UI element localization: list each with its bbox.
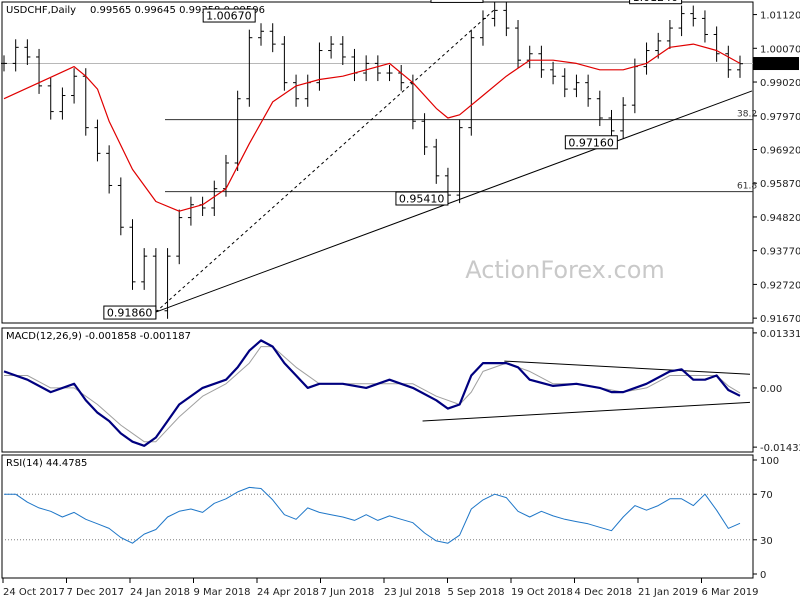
macd-series [3, 339, 741, 447]
fibonacci-levels: 38.2 61.8 [2, 63, 757, 193]
price-axis-tick-label: 0.97970 [760, 112, 800, 123]
price-axis-tick-label: 1.01120 [760, 11, 800, 22]
price-annotation-box [202, 8, 256, 23]
price-axis-tick-label: 0.99020 [760, 78, 800, 89]
price-annotation-box [564, 135, 618, 150]
support-trend-line [155, 90, 753, 313]
date-axis-label: 7 Jun 2018 [321, 587, 375, 598]
price-annotation-label: 1.01240 [633, 0, 679, 4]
rsi-line [4, 486, 741, 544]
date-axis-label: 19 Oct 2018 [511, 587, 573, 598]
price-panel: USDCHF,Daily 0.99565 0.99645 0.99358 0.9… [1, 0, 800, 325]
macd-panel: MACD(12,26,9) -0.001858 -0.001187 0.0133… [1, 327, 800, 454]
rsi-axis-tick-label: 70 [760, 490, 773, 501]
macd-line [3, 339, 741, 447]
fib-level-label: 38.2 [737, 110, 757, 120]
macd-axis-ticks: 0.013319 0.00 -0.014323 [753, 329, 800, 454]
dashed-trend-line [155, 9, 495, 313]
current-price-marker: 0.99596 [753, 57, 799, 71]
price-annotation-label: 0.91860 [107, 307, 153, 320]
watermark: ActionForex.com [465, 256, 665, 284]
rsi-series [4, 486, 741, 544]
macd-panel-frame [1, 327, 754, 453]
price-axis-tick-label: 0.93770 [760, 247, 800, 258]
price-axis-tick-label: 0.91670 [760, 314, 800, 325]
rsi-axis-tick-label: 0 [760, 570, 766, 581]
price-annotation-box [395, 191, 449, 206]
price-axis-tick-label: 0.94820 [760, 213, 800, 224]
price-annotation-label: 0.97160 [568, 136, 614, 149]
macd-axis-tick-label: 0.013319 [760, 329, 800, 340]
date-axis-label: 23 Jul 2018 [384, 587, 441, 598]
rsi-axis-ticks: 100 70 30 0 [2, 456, 779, 581]
price-annotation-box [629, 0, 683, 5]
price-annotation-label: 1.01280 [434, 0, 480, 3]
date-axis: 24 Oct 2017 7 Dec 2017 24 Jan 2018 9 Mar 20… [2, 578, 759, 598]
price-axis-tick-label: 0.95870 [760, 179, 800, 190]
macd-trend-line [422, 401, 751, 422]
date-axis-label: 5 Sep 2018 [448, 587, 505, 598]
macd-trend-line [504, 360, 751, 375]
macd-trend-lines [422, 360, 751, 422]
price-axis-tick-label: 0.92720 [760, 280, 800, 291]
current-price-label: 0.99596 [758, 60, 799, 71]
instrument-title: USDCHF,Daily [6, 5, 76, 16]
date-axis-label: 24 Oct 2017 [3, 587, 65, 598]
price-annotation-label: 0.95410 [399, 192, 445, 205]
price-axis-tick-label: 0.96920 [760, 145, 800, 156]
ohlc-header: 0.99565 0.99645 0.99358 0.99596 [90, 5, 265, 16]
price-axis-ticks: 1.01120 1.00070 0.99020 0.97970 0.96920 0.958… [753, 11, 800, 325]
date-axis-label: 9 Mar 2018 [194, 587, 251, 598]
date-axis-label: 21 Jan 2019 [638, 587, 698, 598]
macd-axis-tick-label: 0.00 [760, 384, 782, 395]
date-axis-label: 24 Jan 2018 [130, 587, 190, 598]
date-axis-label: 24 Apr 2018 [257, 587, 319, 598]
date-axis-label: 4 Dec 2018 [575, 587, 633, 598]
rsi-panel-frame [1, 454, 754, 579]
price-annotation-box [430, 0, 484, 3]
price-annotation-label: 1.00670 [206, 10, 252, 23]
macd-title: MACD(12,26,9) -0.001858 -0.001187 [6, 331, 191, 342]
price-annotation-box [103, 305, 157, 320]
macd-axis-tick-label: -0.014323 [760, 443, 800, 454]
date-axis-label: 6 Mar 2019 [702, 587, 759, 598]
price-trend-lines [155, 9, 753, 313]
current-price-box [753, 57, 799, 71]
date-axis-label: 7 Dec 2017 [67, 587, 125, 598]
rsi-panel: RSI(14) 44.4785 100 70 30 0 [1, 454, 779, 581]
moving-average-line [3, 43, 741, 212]
rsi-axis-tick-label: 30 [760, 536, 773, 547]
rsi-title: RSI(14) 44.4785 [6, 458, 87, 469]
rsi-axis-tick-label: 100 [760, 456, 779, 467]
fib-level-label: 61.8 [737, 182, 757, 192]
price-annotations: 1.00670 1.01280 1.01240 0.97160 0.95410 0.918… [103, 0, 683, 320]
price-axis-tick-label: 1.00070 [760, 44, 800, 55]
